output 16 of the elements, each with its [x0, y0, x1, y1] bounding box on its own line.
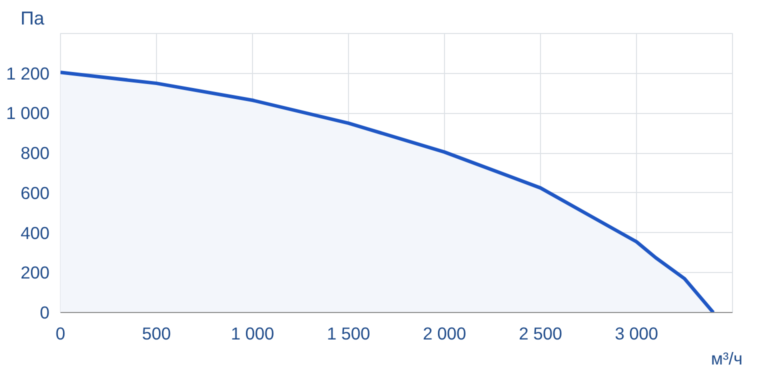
y-tick-label: 600	[20, 182, 50, 203]
x-tick-label: 1 500	[326, 324, 370, 344]
x-tick-label: 2 000	[422, 324, 466, 344]
y-tick-label: 1 200	[6, 63, 50, 84]
y-tick-label: 400	[20, 222, 50, 243]
y-tick-label: 0	[40, 302, 50, 322]
x-tick-label: 2 500	[518, 324, 562, 344]
x-tick-label: 500	[142, 324, 171, 344]
x-axis-title: м³/ч	[710, 348, 743, 368]
y-axis-title: Па	[20, 8, 45, 28]
y-tick-label: 200	[20, 262, 50, 283]
x-tick-label: 3 000	[614, 324, 658, 344]
y-tick-label: 1 000	[6, 103, 50, 124]
x-tick-label: 0	[56, 324, 66, 344]
x-tick-label: 1 000	[230, 324, 274, 344]
y-tick-label: 800	[20, 143, 50, 164]
